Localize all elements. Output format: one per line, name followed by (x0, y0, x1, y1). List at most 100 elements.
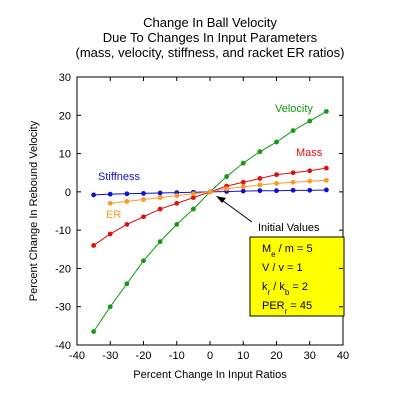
box-text: M (262, 243, 271, 255)
data-point (190, 195, 196, 201)
data-point (323, 109, 329, 114)
x-tick-label: 40 (337, 350, 349, 362)
data-point (290, 179, 296, 185)
box-text: = 45 (287, 300, 312, 312)
data-point (91, 192, 97, 198)
x-tick-label: -40 (69, 350, 85, 362)
data-point (307, 187, 313, 193)
y-tick-label: 20 (59, 110, 71, 122)
data-point (323, 187, 329, 193)
data-point (141, 190, 146, 196)
data-point (91, 243, 97, 248)
arrow-head (216, 196, 226, 203)
data-point (107, 191, 113, 197)
data-point (240, 188, 246, 194)
data-point (290, 170, 296, 176)
data-point (141, 197, 146, 202)
box-text: = 2 (289, 281, 308, 293)
box-line: Me / m = 5 (262, 243, 313, 259)
title-line: Change In Ball Velocity (143, 15, 277, 30)
data-point (157, 239, 163, 245)
x-tick-label: 20 (270, 350, 282, 362)
y-tick-label: -10 (55, 225, 71, 237)
y-tick-label: 10 (59, 149, 71, 161)
series-label: ER (106, 209, 121, 221)
x-tick-label: -20 (136, 350, 152, 362)
data-point (224, 186, 230, 192)
title-line: Due To Changes In Input Parameters (103, 30, 318, 45)
data-point (290, 128, 296, 134)
data-point (174, 200, 180, 206)
subscript: r (268, 288, 271, 297)
data-point (307, 118, 313, 124)
annotation: Initial Values (258, 222, 320, 234)
data-point (257, 176, 263, 181)
data-point (91, 329, 97, 334)
annotation-arrow (218, 197, 253, 223)
data-point (207, 189, 213, 195)
data-point (157, 206, 163, 212)
box-line: V / v = 1 (262, 262, 303, 274)
data-point (257, 182, 263, 188)
data-point (107, 304, 113, 310)
data-point (124, 281, 130, 287)
y-tick-label: -20 (55, 263, 71, 275)
data-point (141, 214, 146, 220)
data-point (274, 188, 279, 194)
y-tick-label: -40 (55, 340, 71, 352)
data-point (274, 181, 279, 186)
data-point (124, 222, 130, 227)
series-label: Stiffness (98, 171, 140, 183)
y-tick-label: 30 (59, 72, 71, 84)
x-axis-label: Percent Change In Input Ratios (133, 369, 287, 381)
title-line: (mass, velocity, stiffness, and racket E… (76, 45, 345, 60)
data-point (307, 168, 313, 174)
data-point (174, 193, 180, 199)
series-label: Velocity (275, 103, 313, 115)
data-point (107, 231, 113, 237)
data-point (240, 160, 246, 166)
parameter-box (249, 236, 345, 317)
series-line (110, 179, 327, 204)
data-point (290, 187, 296, 193)
y-tick-label: -30 (55, 302, 71, 314)
data-point (274, 139, 279, 145)
x-tick-label: 0 (207, 350, 213, 362)
y-axis-label: Percent Change In Rebound Velocity (28, 120, 40, 301)
data-point (307, 178, 313, 184)
box-text: k (262, 281, 268, 293)
data-point (274, 172, 279, 178)
data-point (240, 184, 246, 190)
y-tick-label: 0 (65, 187, 71, 199)
data-point (141, 258, 146, 264)
data-point (257, 149, 263, 155)
x-tick-label: -30 (102, 350, 118, 362)
data-point (157, 190, 163, 196)
data-point (124, 199, 130, 204)
box-text: / m = 5 (276, 243, 313, 255)
series-label: Mass (296, 147, 323, 159)
x-tick-label: 10 (237, 350, 249, 362)
data-point (224, 174, 230, 179)
x-tick-label: 30 (304, 350, 316, 362)
data-point (190, 191, 196, 197)
x-tick-label: -10 (169, 350, 185, 362)
data-point (124, 191, 130, 197)
data-point (107, 200, 113, 206)
data-point (240, 179, 246, 185)
subscript: r (285, 307, 288, 316)
data-point (174, 222, 180, 227)
box-text: PER (262, 300, 285, 312)
box-text: / k (270, 281, 285, 293)
data-point (323, 177, 329, 183)
box-line: kr / kb = 2 (262, 281, 308, 297)
box-line: PERr = 45 (262, 300, 312, 316)
data-point (323, 165, 329, 171)
subscript: e (271, 250, 276, 259)
data-point (157, 195, 163, 201)
data-point (190, 206, 196, 212)
subscript: b (285, 288, 290, 297)
box-text: V / v = 1 (262, 262, 303, 274)
